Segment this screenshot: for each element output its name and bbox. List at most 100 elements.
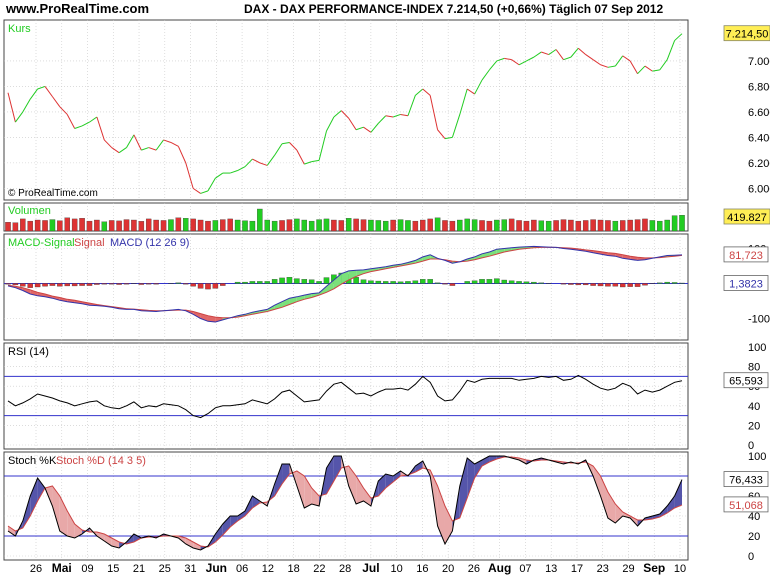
volume-bar [249, 220, 256, 232]
x-tick-label: 18 [287, 563, 299, 575]
volume-bar [634, 219, 641, 232]
price-segment [622, 55, 631, 62]
price-segment [518, 60, 527, 66]
macd-band [82, 301, 90, 306]
stoch-band [482, 456, 490, 466]
stoch-band [52, 486, 60, 531]
volume-bar [301, 219, 308, 232]
price-segment [118, 147, 127, 154]
price-segment [133, 134, 142, 151]
x-tick-label: 25 [159, 563, 171, 575]
volume-bar [568, 219, 574, 232]
volume-bar [323, 218, 330, 232]
macd-histogram-bar [634, 283, 641, 287]
macd-histogram-bar [531, 281, 537, 284]
stoch-band [133, 534, 142, 542]
macd-histogram-bar [464, 281, 470, 284]
site-name[interactable]: www.ProRealTime.com [6, 1, 150, 16]
macd-histogram-bar [264, 281, 270, 284]
macd-histogram-bar [42, 283, 48, 287]
stoch-band [467, 458, 475, 498]
price-segment [141, 147, 149, 151]
price-segment [392, 113, 401, 118]
macd-histogram-bar [316, 281, 322, 284]
price-segment [504, 57, 512, 61]
stoch-band [444, 506, 453, 544]
macd-histogram-bar [145, 283, 152, 285]
volume-bar [160, 220, 167, 232]
stoch-d-last-label-box [723, 496, 769, 513]
price-segment [585, 54, 594, 61]
macd-histogram-bar [508, 280, 515, 284]
macd-histogram-bar [183, 283, 189, 285]
macd-histogram-bar [442, 283, 448, 285]
price-segment [377, 115, 387, 124]
price-segment [281, 141, 290, 145]
volume-bar [205, 220, 211, 232]
volume-bar [242, 220, 248, 232]
price-segment [659, 59, 668, 71]
stoch-band [230, 516, 238, 527]
volume-bar [331, 219, 337, 232]
volume-bar [271, 220, 278, 232]
price-segment [237, 166, 246, 171]
price-segment [592, 59, 601, 66]
volume-bar [168, 219, 174, 232]
price-segment [363, 126, 372, 133]
stoch-band [674, 479, 682, 508]
macd-histogram-bar [501, 279, 507, 284]
volume-bar [471, 219, 478, 232]
volume-bar [479, 220, 485, 232]
volume-bar [627, 219, 633, 232]
price-segment [177, 146, 187, 164]
y-tick-label: 0 [748, 551, 754, 563]
macd-histogram-bar [353, 277, 359, 284]
macd-band [356, 269, 364, 277]
macd-histogram-bar [664, 281, 670, 284]
price-segment [422, 88, 431, 96]
price-segment [7, 92, 16, 123]
volume-bar [405, 220, 411, 232]
price-segment [200, 190, 209, 194]
stoch-band [607, 492, 616, 523]
y-tick-label: 80 [748, 362, 760, 374]
x-tick-label: 16 [416, 563, 428, 575]
price-segment [148, 147, 157, 151]
macd-histogram-bar [5, 283, 11, 285]
stoch-band [30, 478, 38, 516]
volume-bar [375, 220, 382, 232]
macd-band [289, 296, 297, 305]
volume-bar [220, 219, 226, 232]
chart-header: www.ProRealTime.com DAX - DAX PERFORMANC… [0, 0, 770, 18]
macd-histogram-bar [86, 283, 93, 286]
panel-frame-rsi [3, 342, 689, 450]
x-tick-label: 06 [236, 563, 248, 575]
stoch-k-last-label-box [723, 471, 769, 488]
macd-histogram-bar [620, 283, 626, 288]
stoch-band [96, 532, 105, 541]
y-tick-label: 40 [748, 401, 760, 413]
macd-histogram-bar [627, 283, 633, 287]
price-segment [15, 111, 24, 123]
macd-histogram-bar [190, 283, 196, 287]
volume-bar [523, 220, 530, 232]
price-segment [348, 118, 357, 131]
y-tick-label: 6.000 [748, 183, 770, 195]
macd-histogram-bar [323, 277, 330, 284]
volume-bar [316, 219, 322, 232]
volume-bar [368, 219, 374, 232]
stoch-band [319, 468, 327, 506]
price-segment [666, 40, 676, 60]
price-segment [629, 60, 638, 74]
price-segment [29, 88, 39, 100]
macd-histogram-bar [101, 283, 108, 285]
stoch-band [333, 456, 342, 481]
macd-histogram-bar [175, 282, 182, 284]
macd-histogram-bar [449, 283, 456, 286]
x-tick-label: 28 [339, 563, 351, 575]
macd-histogram-bar [242, 281, 248, 284]
macd-histogram-bar [575, 283, 582, 286]
volume-bar [464, 218, 470, 232]
price-segment [22, 98, 31, 113]
stoch-band [348, 466, 357, 504]
